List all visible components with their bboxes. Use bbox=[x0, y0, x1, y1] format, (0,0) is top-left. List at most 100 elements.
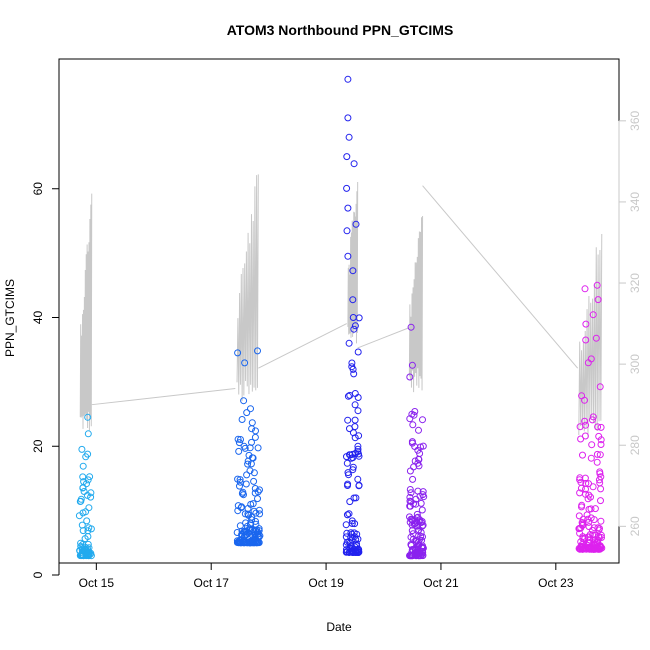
data-point bbox=[342, 521, 350, 529]
data-point bbox=[411, 408, 419, 415]
data-point bbox=[351, 322, 359, 330]
data-point bbox=[355, 432, 363, 440]
data-point bbox=[584, 495, 592, 503]
y2-tick-label: 340 bbox=[628, 192, 642, 212]
data-point bbox=[355, 452, 363, 460]
data-point bbox=[83, 480, 90, 488]
data-point bbox=[85, 524, 93, 532]
data-point bbox=[256, 510, 264, 518]
y-tick-label: 60 bbox=[31, 182, 45, 196]
data-point bbox=[243, 409, 251, 417]
secondary-line-bridge bbox=[357, 327, 410, 349]
data-point bbox=[246, 467, 254, 475]
data-point bbox=[578, 503, 585, 511]
y-tick-label: 0 bbox=[31, 571, 45, 578]
data-point bbox=[577, 484, 585, 492]
data-point bbox=[409, 421, 417, 429]
data-point bbox=[240, 397, 248, 405]
data-point bbox=[80, 488, 88, 495]
data-point bbox=[240, 491, 247, 499]
data-point bbox=[252, 509, 260, 517]
data-point bbox=[409, 475, 417, 483]
data-point bbox=[237, 504, 245, 512]
data-point bbox=[596, 383, 604, 391]
data-point bbox=[597, 485, 605, 493]
data-point bbox=[414, 446, 422, 454]
data-point bbox=[254, 488, 262, 496]
data-point bbox=[87, 489, 95, 497]
data-point bbox=[406, 415, 414, 423]
data-point bbox=[579, 515, 587, 523]
data-point bbox=[345, 339, 353, 347]
data-point bbox=[342, 533, 350, 541]
data-point bbox=[79, 484, 87, 492]
data-point bbox=[349, 463, 357, 471]
y2-tick-label: 360 bbox=[628, 110, 642, 130]
data-point bbox=[249, 537, 257, 545]
data-point bbox=[236, 522, 244, 530]
data-point bbox=[413, 510, 421, 518]
data-point bbox=[349, 466, 357, 474]
data-point bbox=[592, 334, 600, 342]
data-point bbox=[579, 520, 586, 528]
data-point bbox=[589, 311, 597, 319]
data-point bbox=[417, 529, 425, 536]
data-point bbox=[406, 373, 414, 381]
data-point bbox=[251, 433, 259, 441]
data-point bbox=[81, 535, 89, 543]
data-point bbox=[349, 365, 357, 373]
data-point bbox=[577, 435, 585, 443]
data-point bbox=[352, 220, 360, 228]
data-point bbox=[353, 530, 361, 538]
data-point bbox=[586, 545, 594, 553]
data-point bbox=[415, 548, 423, 556]
data-point bbox=[77, 495, 85, 503]
data-point bbox=[84, 413, 92, 421]
y2-tick-label: 260 bbox=[628, 516, 642, 536]
data-point bbox=[254, 533, 262, 541]
data-point bbox=[348, 359, 356, 367]
data-point bbox=[78, 445, 86, 453]
data-point bbox=[345, 510, 353, 518]
data-point bbox=[345, 133, 353, 141]
data-point bbox=[407, 323, 415, 331]
data-point bbox=[582, 421, 590, 429]
y-tick-label: 20 bbox=[31, 439, 45, 453]
data-point bbox=[351, 434, 359, 442]
data-point bbox=[343, 453, 350, 461]
data-point bbox=[584, 359, 592, 367]
data-point bbox=[591, 536, 599, 544]
data-point bbox=[234, 435, 242, 443]
data-point bbox=[585, 491, 593, 499]
data-point bbox=[254, 444, 262, 452]
data-point bbox=[238, 416, 246, 423]
data-point bbox=[575, 512, 583, 520]
data-point bbox=[597, 517, 605, 525]
data-point bbox=[240, 442, 248, 450]
data-point bbox=[593, 458, 601, 466]
data-point bbox=[407, 489, 415, 497]
data-point bbox=[247, 525, 255, 533]
data-point bbox=[354, 394, 362, 401]
data-point bbox=[594, 545, 602, 553]
data-point bbox=[233, 529, 241, 536]
chart-title: ATOM3 Northbound PPN_GTCIMS bbox=[227, 22, 454, 38]
data-point bbox=[596, 479, 604, 487]
data-point bbox=[419, 488, 427, 496]
data-point bbox=[354, 442, 362, 450]
data-point bbox=[581, 417, 589, 425]
data-point bbox=[83, 517, 91, 525]
data-point bbox=[244, 460, 252, 468]
data-point bbox=[78, 521, 86, 529]
data-point bbox=[344, 75, 352, 83]
data-point bbox=[420, 493, 428, 501]
data-point bbox=[582, 320, 590, 328]
data-point bbox=[254, 495, 261, 503]
data-point bbox=[582, 479, 590, 487]
data-point bbox=[352, 549, 360, 556]
data-point bbox=[588, 416, 596, 424]
data-point bbox=[590, 516, 598, 524]
y-tick-label: 40 bbox=[31, 311, 45, 325]
data-point bbox=[248, 419, 256, 427]
data-point bbox=[406, 502, 414, 510]
